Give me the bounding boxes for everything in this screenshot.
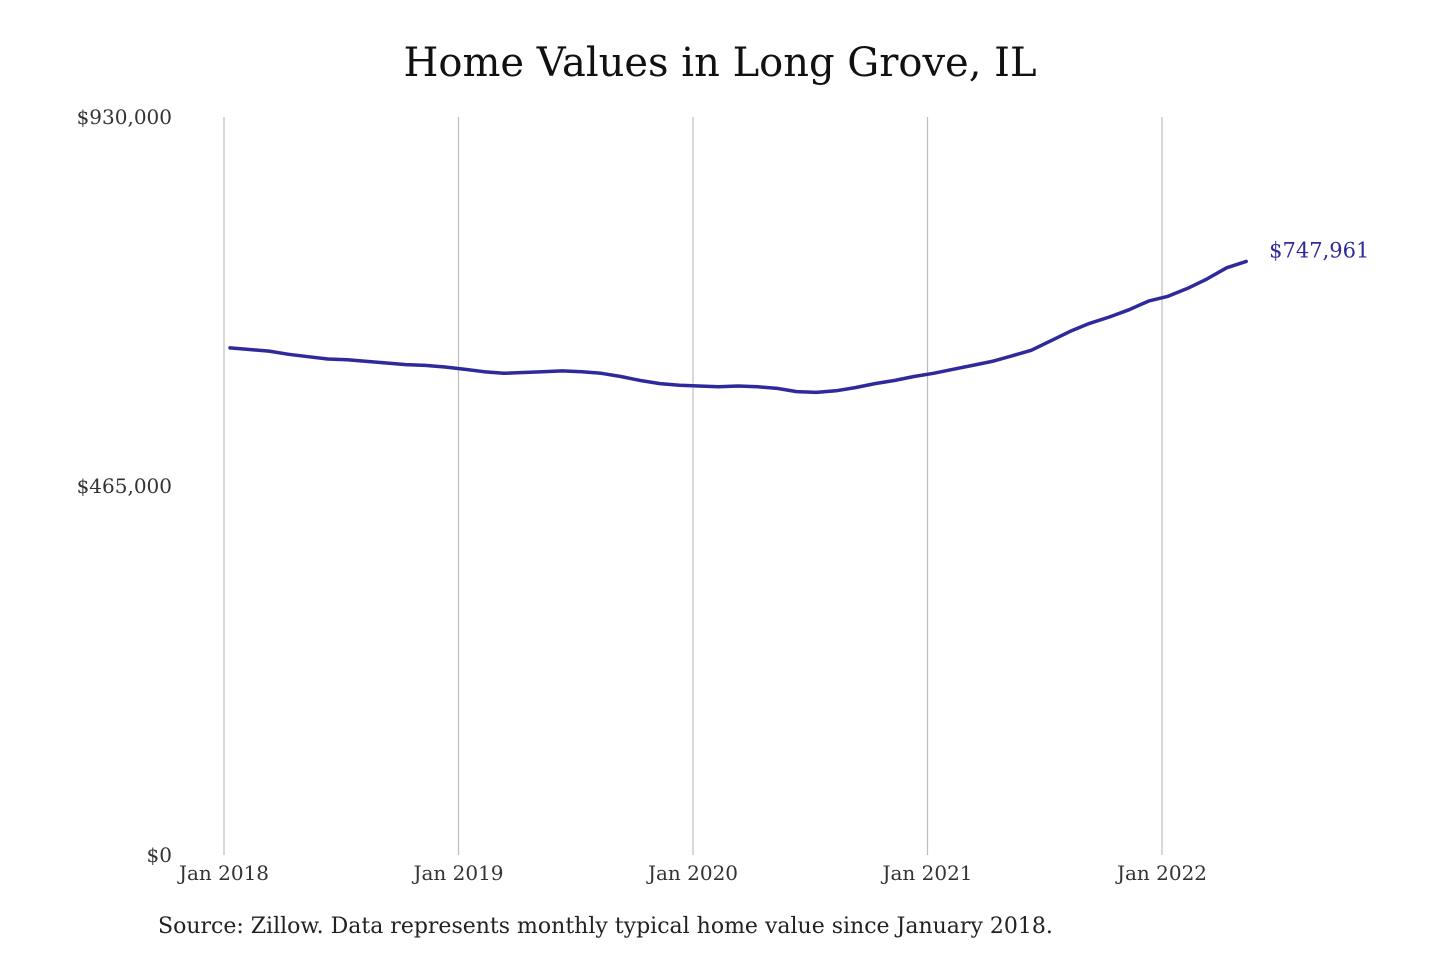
data-point bbox=[326, 357, 330, 361]
x-tick-label: Jan 2021 bbox=[880, 861, 972, 885]
data-point bbox=[775, 386, 779, 390]
data-point bbox=[834, 389, 838, 393]
data-point bbox=[1146, 299, 1150, 303]
data-point bbox=[443, 365, 447, 369]
data-point bbox=[580, 370, 584, 374]
data-point bbox=[1186, 286, 1190, 290]
x-tick-label: Jan 2022 bbox=[1115, 861, 1207, 885]
data-point bbox=[1107, 315, 1111, 319]
data-point bbox=[384, 361, 388, 365]
data-point bbox=[306, 355, 310, 359]
data-point bbox=[560, 369, 564, 373]
data-point bbox=[873, 382, 877, 386]
data-point bbox=[248, 348, 252, 352]
series-layer: $747,961 bbox=[228, 238, 1369, 395]
data-point bbox=[932, 371, 935, 375]
data-point bbox=[1049, 339, 1053, 343]
data-point bbox=[736, 384, 740, 388]
y-tick-label: $930,000 bbox=[77, 105, 172, 129]
data-point bbox=[795, 390, 799, 394]
x-tick-label: Jan 2019 bbox=[411, 861, 503, 885]
data-point bbox=[1225, 266, 1229, 270]
data-point bbox=[717, 385, 721, 389]
data-point bbox=[345, 358, 349, 362]
data-point bbox=[638, 378, 642, 382]
data-point bbox=[1029, 348, 1033, 352]
y-axis-ticks: $0 $465,000 $930,000 bbox=[77, 105, 172, 867]
data-point bbox=[404, 363, 408, 367]
data-point bbox=[267, 349, 271, 353]
data-point bbox=[1068, 329, 1072, 333]
x-axis-ticks: Jan 2018 Jan 2019 Jan 2020 Jan 2021 Jan 2022 bbox=[177, 861, 1207, 885]
data-point bbox=[697, 384, 701, 388]
data-point bbox=[1010, 354, 1014, 358]
data-point bbox=[971, 363, 975, 367]
data-point bbox=[853, 386, 857, 390]
data-point bbox=[892, 378, 896, 382]
series-line bbox=[228, 259, 1248, 395]
data-point bbox=[677, 383, 681, 387]
data-point bbox=[1088, 321, 1092, 325]
data-point bbox=[756, 385, 760, 389]
data-point bbox=[658, 382, 662, 386]
data-point bbox=[502, 371, 506, 375]
data-point bbox=[228, 346, 232, 350]
data-point bbox=[990, 359, 994, 363]
source-note: Source: Zillow. Data represents monthly … bbox=[158, 914, 1053, 939]
data-point bbox=[541, 370, 545, 374]
data-point bbox=[482, 370, 486, 374]
gridlines bbox=[223, 117, 1163, 855]
end-value-label: $747,961 bbox=[1269, 238, 1369, 262]
data-point bbox=[423, 363, 427, 367]
x-tick-label: Jan 2018 bbox=[177, 861, 269, 885]
data-point bbox=[814, 390, 818, 394]
data-point bbox=[951, 367, 955, 371]
chart-title: Home Values in Long Grove, IL bbox=[403, 40, 1037, 86]
data-point bbox=[365, 359, 369, 363]
data-point bbox=[463, 367, 466, 371]
data-point bbox=[1244, 259, 1248, 263]
data-point bbox=[912, 374, 916, 378]
data-point bbox=[1127, 308, 1131, 312]
data-point bbox=[521, 371, 525, 375]
data-point bbox=[1166, 294, 1170, 298]
y-tick-label: $0 bbox=[147, 843, 172, 867]
data-point bbox=[287, 352, 291, 356]
data-point bbox=[599, 371, 603, 375]
y-tick-label: $465,000 bbox=[77, 474, 172, 498]
x-tick-label: Jan 2020 bbox=[646, 861, 738, 885]
data-point bbox=[1205, 277, 1209, 281]
data-point bbox=[619, 374, 623, 378]
